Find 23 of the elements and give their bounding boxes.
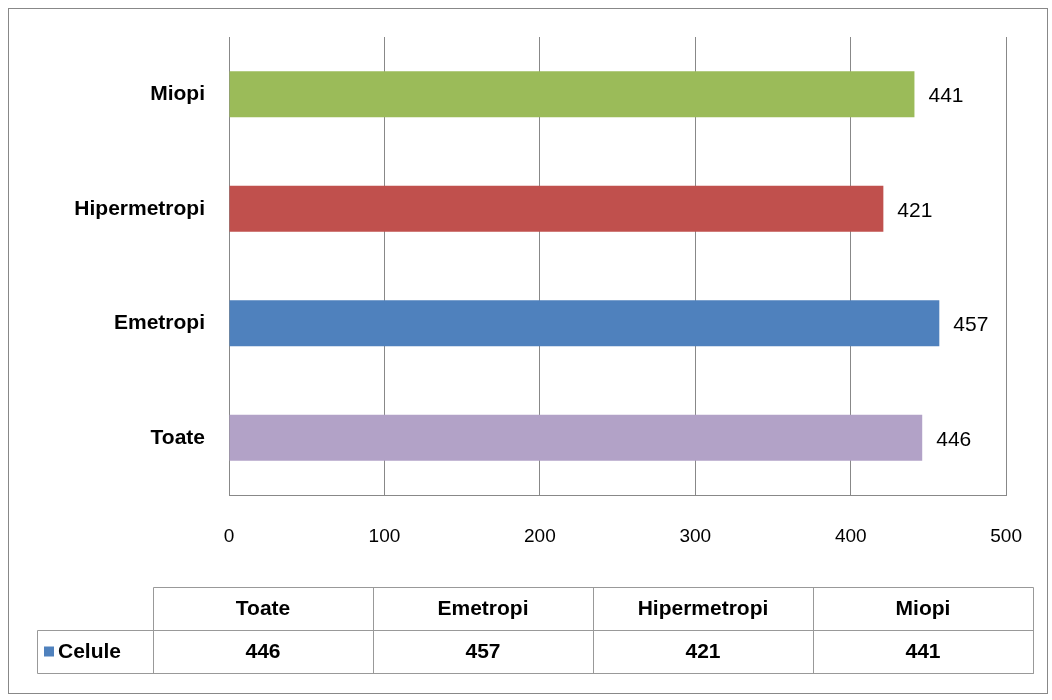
x-tick-label: 200 [524,524,556,546]
x-tick-label: 0 [223,524,235,546]
text: 421 [685,639,721,663]
legend-label: Celule [58,639,122,663]
data-label: 441 [928,83,964,107]
x-tick-label: 400 [834,524,867,546]
category-label: Miopi [895,596,951,620]
y-tick-label: Hipermetropi [74,195,205,219]
x-tick-label: 500 [990,524,1022,546]
category-label: Hipermetropi [637,596,769,620]
data-label: 457 [953,312,989,336]
data-label: 446 [936,426,972,450]
x-tick-label: 100 [368,524,401,546]
category-label: Toate [235,596,291,620]
text: 457 [465,639,501,663]
x-tick-label: 300 [679,524,712,546]
category-label: Emetropi [437,596,529,620]
y-tick-label: Emetropi [113,310,205,334]
data-label: 421 [897,197,933,221]
text: 441 [905,639,941,663]
y-tick-label: Toate [150,424,205,448]
text: 446 [245,639,281,663]
y-tick-label: Miopi [150,81,205,105]
